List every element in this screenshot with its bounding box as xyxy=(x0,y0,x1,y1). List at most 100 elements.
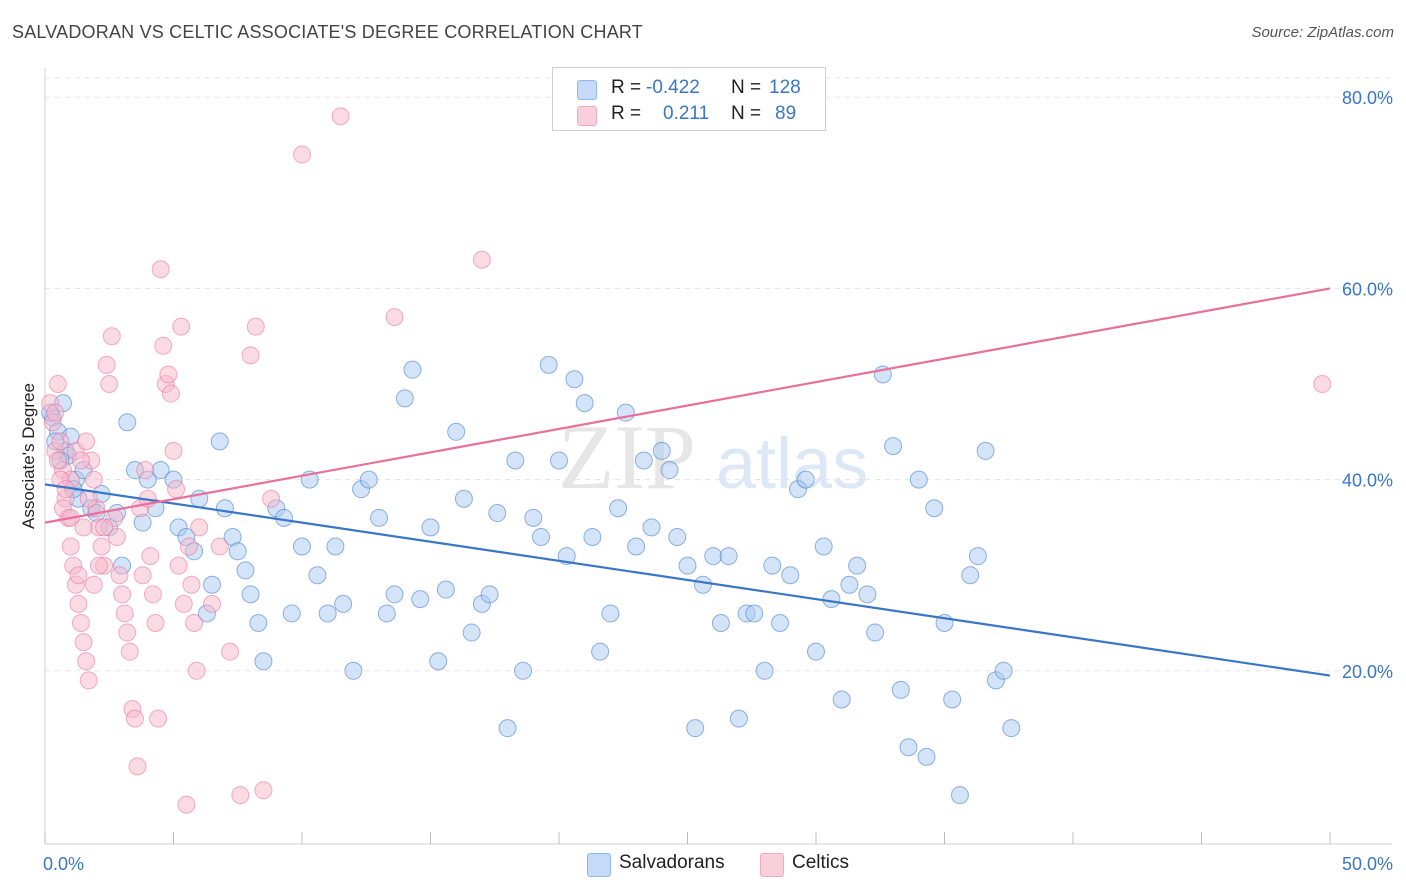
point-celtics xyxy=(74,518,93,537)
bottom-legend-swatch-salvadorans xyxy=(587,853,611,877)
point-celtics xyxy=(151,260,170,279)
legend-n-value: 128 xyxy=(769,77,801,98)
point-salvadorans xyxy=(660,461,679,480)
point-salvadorans xyxy=(917,747,936,766)
point-salvadorans xyxy=(228,542,247,561)
point-salvadorans xyxy=(249,614,268,632)
point-celtics xyxy=(51,432,70,451)
point-salvadorans xyxy=(899,738,918,757)
legend-r-label: R = xyxy=(611,77,642,98)
point-celtics xyxy=(120,642,139,661)
legend-swatch-salvadorans xyxy=(577,80,597,100)
point-salvadorans xyxy=(609,499,628,518)
point-celtics xyxy=(172,317,191,336)
point-salvadorans xyxy=(215,499,234,518)
point-celtics xyxy=(89,556,108,575)
point-salvadorans xyxy=(711,614,730,632)
point-salvadorans xyxy=(950,786,969,805)
point-salvadorans xyxy=(719,547,738,566)
point-salvadorans xyxy=(1002,719,1021,738)
point-salvadorans xyxy=(210,432,229,451)
point-salvadorans xyxy=(807,642,825,661)
point-salvadorans xyxy=(693,575,712,594)
point-salvadorans xyxy=(308,566,327,585)
point-celtics xyxy=(69,566,88,585)
point-salvadorans xyxy=(668,527,687,546)
point-salvadorans xyxy=(796,470,815,489)
legend-n-value: 89 xyxy=(775,103,797,124)
bottom-legend-label: Celtics xyxy=(792,852,850,873)
point-salvadorans xyxy=(385,585,404,604)
point-celtics xyxy=(74,633,93,652)
legend-n-label: N = xyxy=(731,77,762,98)
point-salvadorans xyxy=(254,652,273,671)
point-celtics xyxy=(185,614,204,632)
point-salvadorans xyxy=(781,566,800,585)
trend-lines xyxy=(44,287,1331,677)
y-tick-label: 20.0% xyxy=(1342,662,1393,682)
point-celtics xyxy=(115,604,134,623)
point-celtics xyxy=(128,757,147,776)
point-celtics xyxy=(241,346,260,365)
point-salvadorans xyxy=(822,590,841,609)
point-salvadorans xyxy=(236,561,255,580)
point-celtics xyxy=(174,594,193,613)
point-celtics xyxy=(118,623,137,642)
legend-n-label: N = xyxy=(731,103,762,124)
point-salvadorans xyxy=(925,499,944,518)
point-salvadorans xyxy=(961,566,980,585)
correlation-legend: R = -0.422 N = 128 R = 0.211 N = 89 xyxy=(552,67,826,131)
point-celtics xyxy=(210,537,229,556)
point-celtics xyxy=(146,614,165,632)
watermark-zip: ZIP xyxy=(558,406,696,508)
point-celtics xyxy=(107,527,126,546)
point-celtics xyxy=(71,451,90,470)
point-salvadorans xyxy=(318,604,337,623)
point-salvadorans xyxy=(326,537,345,556)
point-celtics xyxy=(231,786,250,805)
data-points xyxy=(41,107,1332,814)
point-salvadorans xyxy=(652,441,671,460)
point-celtics xyxy=(331,107,350,126)
legend-row-celtics: R = 0.211 N = 89 xyxy=(553,103,825,127)
point-celtics xyxy=(141,547,160,566)
point-salvadorans xyxy=(729,709,748,728)
point-salvadorans xyxy=(755,661,774,680)
point-salvadorans xyxy=(866,623,885,642)
point-celtics xyxy=(61,537,80,556)
point-salvadorans xyxy=(943,690,962,709)
point-salvadorans xyxy=(411,590,430,609)
point-celtics xyxy=(79,671,98,690)
point-celtics xyxy=(293,145,311,164)
legend-r-label: R = xyxy=(611,103,642,124)
point-salvadorans xyxy=(293,537,311,556)
point-celtics xyxy=(133,566,152,585)
point-celtics xyxy=(136,461,155,480)
point-celtics xyxy=(77,652,96,671)
point-salvadorans xyxy=(514,661,533,680)
point-celtics xyxy=(77,432,96,451)
y-axis-title: Associate's Degree xyxy=(19,383,38,529)
legend-r-value: -0.422 xyxy=(646,77,700,98)
point-salvadorans xyxy=(858,585,877,604)
point-salvadorans xyxy=(642,518,661,537)
point-salvadorans xyxy=(480,585,499,604)
point-celtics xyxy=(161,384,180,403)
point-celtics xyxy=(69,594,88,613)
point-salvadorans xyxy=(686,719,705,738)
point-celtics xyxy=(149,709,168,728)
legend-row-salvadorans: R = -0.422 N = 128 xyxy=(553,77,825,101)
point-salvadorans xyxy=(462,623,481,642)
source-label: Source: ZipAtlas.com xyxy=(1251,24,1394,41)
point-salvadorans xyxy=(359,470,378,489)
point-celtics xyxy=(169,556,188,575)
point-celtics xyxy=(262,489,281,508)
point-celtics xyxy=(246,317,265,336)
point-salvadorans xyxy=(840,575,859,594)
point-celtics xyxy=(472,250,491,269)
bottom-legend-swatch-celtics xyxy=(760,853,784,877)
legend-swatch-celtics xyxy=(577,106,597,126)
point-salvadorans xyxy=(429,652,448,671)
point-salvadorans xyxy=(884,437,903,456)
